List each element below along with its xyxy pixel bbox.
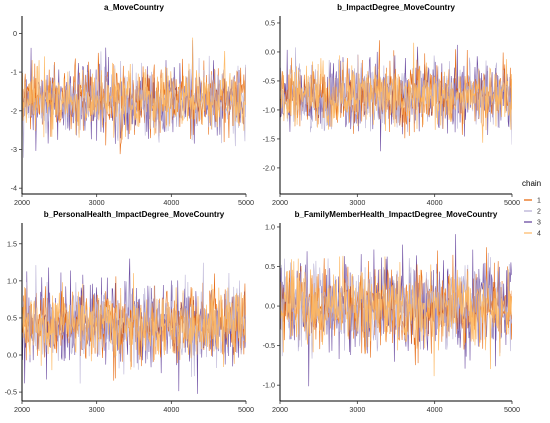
x-tick-label: 4000 [427, 198, 443, 207]
y-tick-label: -0.5 [263, 76, 275, 85]
legend-title: chain [522, 179, 541, 188]
y-tick-label: 0.0 [265, 47, 275, 56]
trace-panel-4: b_FamilyMemberHealth_ImpactDegree_MoveCo… [263, 210, 520, 414]
y-tick-label: 0.5 [265, 262, 275, 271]
y-tick-label: 0.0 [265, 302, 275, 311]
chain-4-trace [22, 37, 246, 140]
x-tick-label: 2000 [14, 198, 30, 207]
chain-4-trace [22, 273, 246, 371]
x-tick-label: 2000 [14, 405, 30, 414]
y-tick-label: -0.5 [5, 388, 17, 397]
y-tick-label: 0.5 [265, 18, 275, 27]
panel-title: b_PersonalHealth_ImpactDegree_MoveCountr… [44, 210, 225, 219]
y-tick-label: 1.0 [265, 222, 275, 231]
x-tick-label: 2000 [272, 405, 288, 414]
trace-panel-1: a_MoveCountry 0 -1 -2 -3 -4 2000 3000 4000 5000 [11, 3, 254, 207]
y-tick-label: -2 [11, 106, 17, 115]
y-tick-label: -3 [11, 145, 17, 154]
y-tick-label: 1.5 [7, 239, 17, 248]
y-tick-label: -1.0 [263, 381, 275, 390]
y-tick-label: -0.5 [263, 341, 275, 350]
trace-lines [280, 234, 512, 387]
legend-label: 4 [537, 231, 541, 238]
trace-panel-3: b_PersonalHealth_ImpactDegree_MoveCountr… [5, 210, 254, 414]
y-tick-label: 0.0 [7, 351, 17, 360]
legend-label: 2 [537, 209, 541, 216]
y-tick-label: -1.0 [263, 105, 275, 114]
y-tick-label: -1 [11, 68, 17, 77]
x-tick-label: 4000 [427, 405, 443, 414]
x-tick-label: 3000 [89, 405, 105, 414]
chain-2-trace [22, 262, 246, 384]
y-tick-label: 1.0 [7, 276, 17, 285]
chain-4-trace [280, 255, 512, 377]
trace-lines [22, 258, 246, 394]
y-tick-label: -1.5 [263, 134, 275, 143]
x-tick-label: 4000 [163, 198, 179, 207]
panel-title: a_MoveCountry [104, 3, 165, 12]
x-tick-label: 5000 [504, 198, 520, 207]
legend-label: 3 [537, 220, 541, 227]
y-tick-label: 0.5 [7, 313, 17, 322]
x-tick-label: 4000 [163, 405, 179, 414]
x-tick-label: 5000 [504, 405, 520, 414]
panel-title: b_ImpactDegree_MoveCountry [337, 3, 455, 12]
panel-title: b_FamilyMemberHealth_ImpactDegree_MoveCo… [295, 210, 498, 219]
x-tick-label: 3000 [349, 405, 365, 414]
trace-lines [22, 37, 246, 158]
y-tick-label: -4 [11, 184, 17, 193]
x-tick-label: 5000 [238, 405, 254, 414]
legend: chain 1 2 3 4 [522, 179, 541, 238]
x-tick-label: 3000 [89, 198, 105, 207]
y-tick-label: -2.0 [263, 163, 275, 172]
legend-label: 1 [537, 198, 541, 205]
x-tick-label: 2000 [272, 198, 288, 207]
x-tick-label: 5000 [238, 198, 254, 207]
chain-4-trace [280, 42, 512, 143]
x-tick-label: 3000 [349, 198, 365, 207]
y-tick-label: 0 [13, 29, 17, 38]
trace-lines [280, 40, 512, 152]
trace-panel-2: b_ImpactDegree_MoveCountry 0.5 0.0 -0.5 -1.0… [263, 3, 520, 207]
